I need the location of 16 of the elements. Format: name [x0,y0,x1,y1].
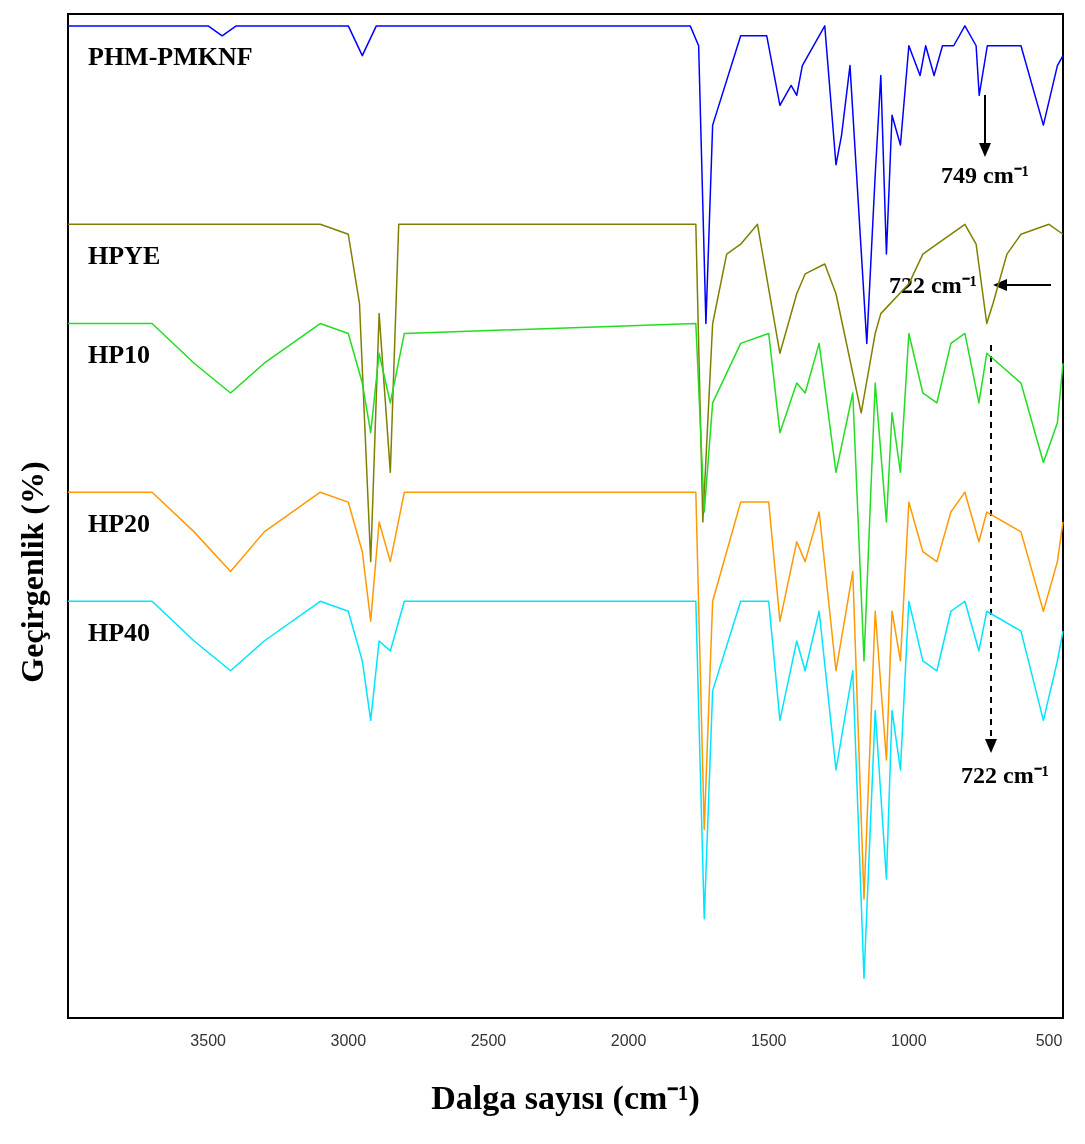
x-tick-label: 2500 [470,1031,507,1049]
annotation: 722 cm⁻¹ [961,762,1049,788]
series-label: HP40 [88,617,151,647]
series-label: PHM-PMKNF [88,42,253,72]
series-label: HPYE [88,240,161,270]
x-axis-title: Dalga sayısı (cm⁻¹) [431,1078,700,1117]
annotation: 749 cm⁻¹ [941,162,1029,188]
x-tick-label: 3500 [190,1031,227,1049]
series-label: HP10 [88,340,151,370]
series-label: HP20 [88,508,151,538]
x-tick-label: 2000 [610,1031,647,1049]
y-axis-title: Geçirgenlik (%) [14,461,50,683]
x-tick-label: 1500 [750,1031,787,1049]
x-tick-label: 1000 [891,1031,927,1049]
x-tick-label: 3000 [330,1031,367,1049]
x-tick-label: 500 [1035,1031,1063,1049]
